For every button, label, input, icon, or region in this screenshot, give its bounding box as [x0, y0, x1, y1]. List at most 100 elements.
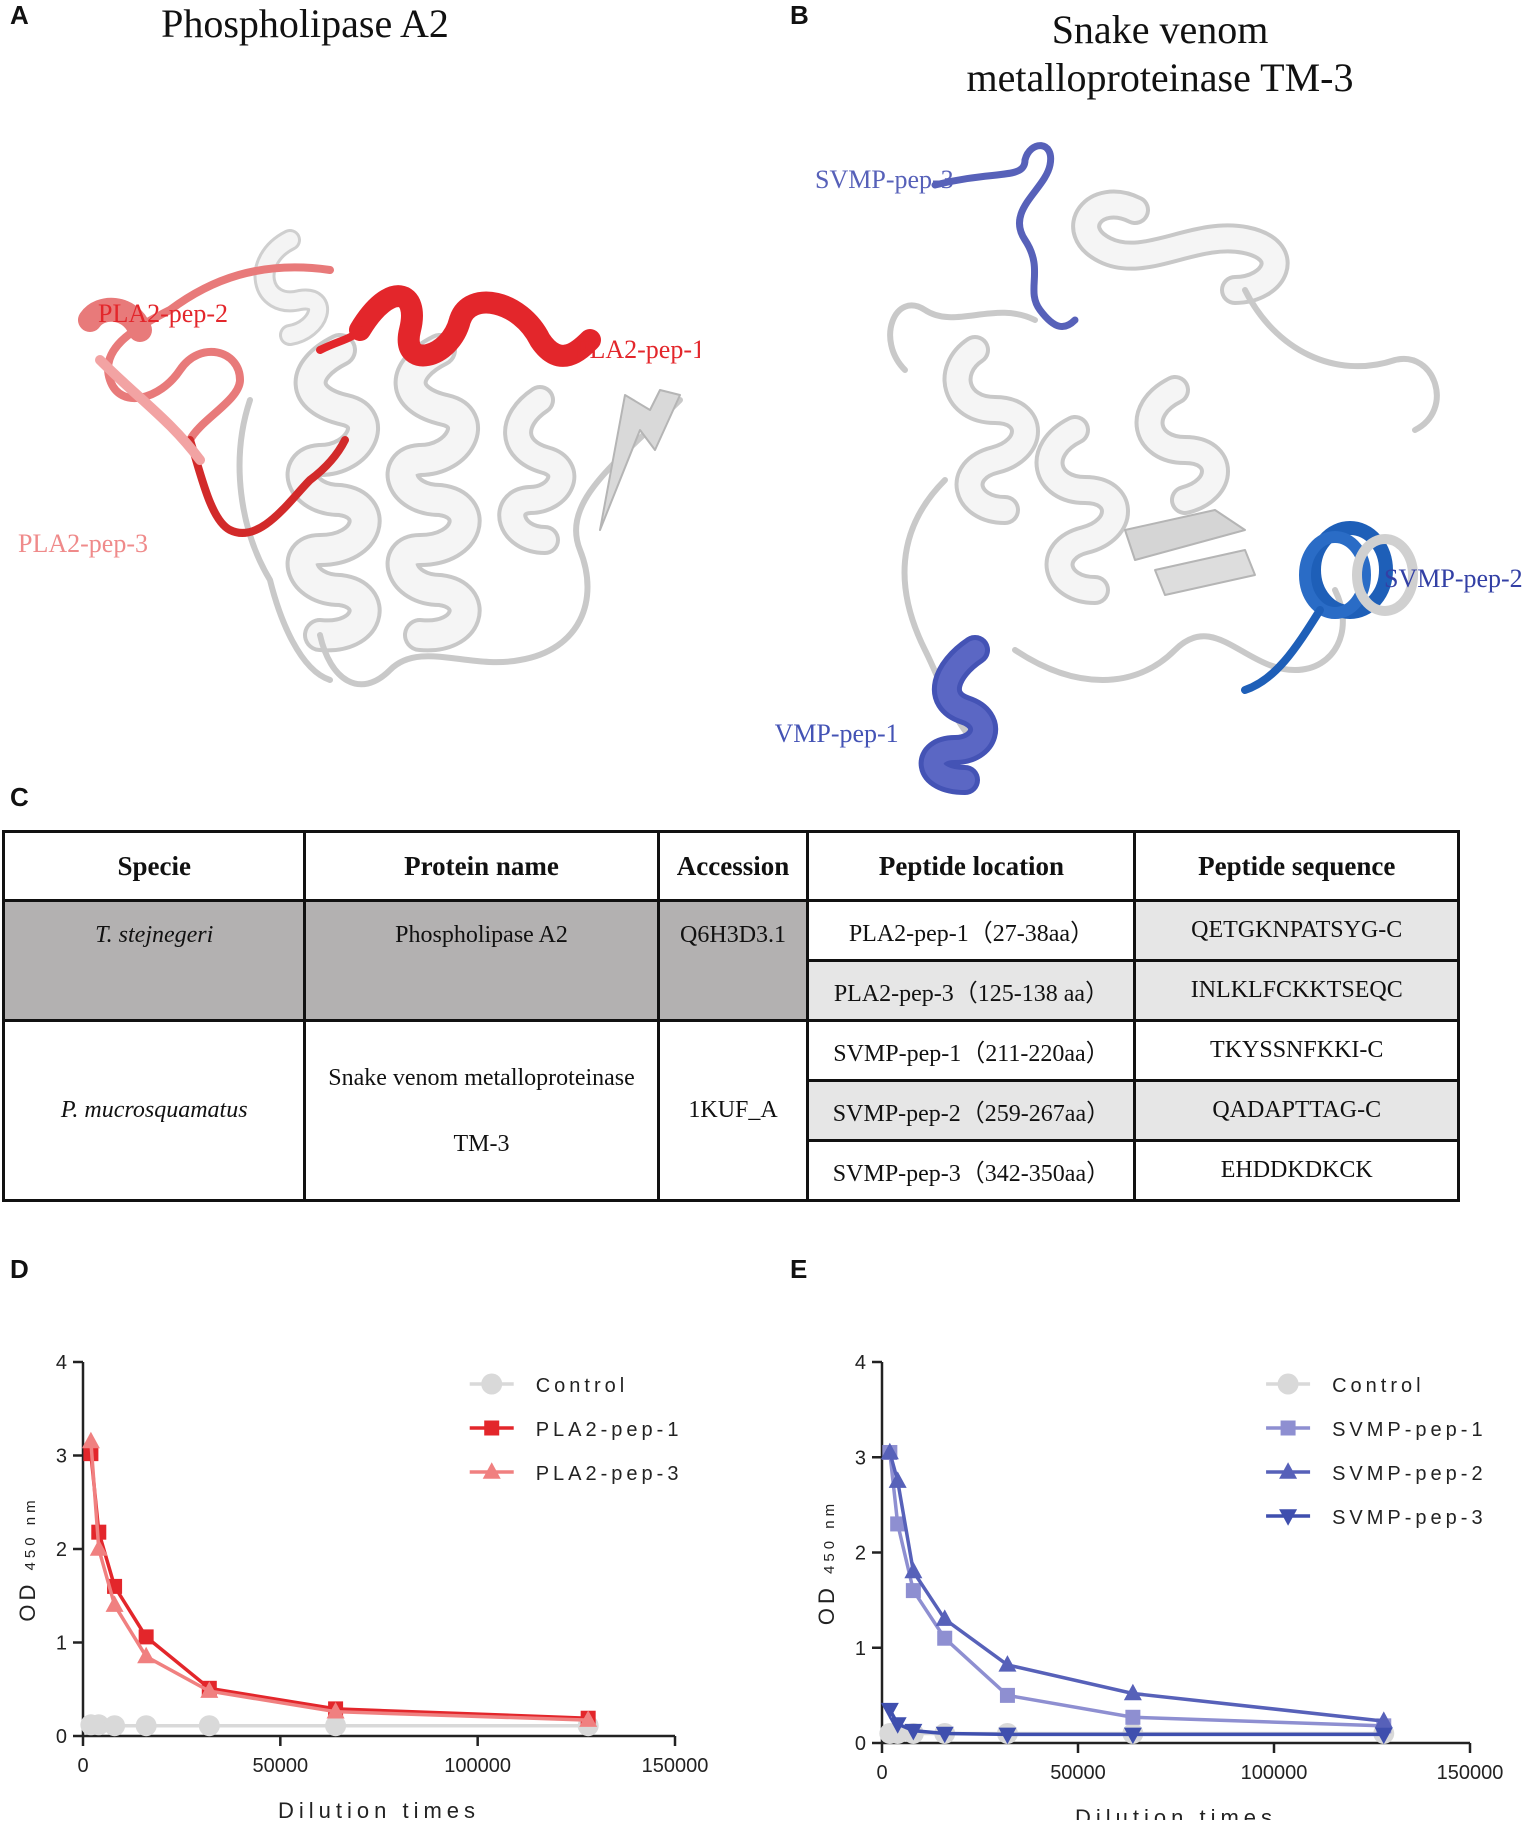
data-point [880, 1442, 899, 1460]
table-row: SVMP-pep-3（342-350aa） EHDDKDKCK [4, 1139, 1460, 1202]
data-point [326, 1701, 345, 1719]
data-point [888, 1471, 907, 1488]
y-tick-label: 3 [56, 1446, 67, 1468]
y-axis-label: OD 450 nm [814, 1500, 839, 1625]
header-peptide-location: Peptide location [806, 830, 1137, 902]
series-line [888, 1452, 1384, 1728]
y-tick-label: 4 [855, 1352, 866, 1374]
y-axis-label: OD 450 nm [15, 1496, 40, 1621]
legend-label: SVMP-pep-2 [1332, 1463, 1487, 1485]
chart-e: 0 1 2 3 4 0 50000 100000 150000 Dilution times OD … [814, 1352, 1504, 1820]
series-line [888, 1452, 1384, 1723]
series-line [89, 1441, 589, 1722]
data-point [88, 1714, 110, 1736]
legend-label: Control [1332, 1375, 1424, 1397]
legend-label: PLA2-pep-3 [536, 1463, 683, 1485]
data-point [890, 1516, 906, 1532]
legend-label: SVMP-pep-3 [1332, 1507, 1487, 1529]
x-tick-label: 100000 [1241, 1762, 1308, 1784]
sequence-cell: INLKLFCKKTSEQC [1133, 959, 1460, 1022]
x-axis-label: Dilution times [278, 1798, 480, 1820]
y-tick-label: 2 [855, 1543, 866, 1565]
series-SVMP-pep-3 [880, 1702, 1393, 1745]
species-cell: T. stejnegeri [1, 899, 307, 1022]
panel-letter-c: C [10, 782, 29, 812]
svmp-pep-3-label: SVMP-pep-3 [815, 165, 954, 194]
x-tick-label: 0 [876, 1762, 887, 1784]
sequence-cell: QETGKNPATSYG-C [1133, 899, 1460, 962]
legend-label: PLA2-pep-1 [536, 1419, 683, 1441]
y-tick-label: 1 [855, 1638, 866, 1660]
data-point [888, 1717, 907, 1734]
data-point [937, 1630, 953, 1646]
panel-letter-e: E [790, 1254, 808, 1284]
x-tick-label: 150000 [642, 1755, 709, 1777]
sequence-cell: QADAPTTAG-C [1133, 1079, 1460, 1142]
data-point [81, 1431, 100, 1449]
chart-d: 0 1 2 3 4 0 50000 100000 150000 Dilution times OD … [15, 1352, 709, 1820]
location-cell: PLA2-pep-3（125-138 aa） [806, 959, 1137, 1022]
table-row: P. mucrosquamatus Snake venom metallopro… [1, 1019, 1460, 1202]
header-accession: Accession [656, 830, 810, 902]
series-SVMP-pep-1 [882, 1444, 1392, 1734]
series-line [89, 1453, 589, 1720]
legend-marker [1279, 1462, 1298, 1479]
legend-marker [484, 1420, 500, 1436]
protein-line2: TM-3 [453, 1130, 510, 1157]
legend-marker [1280, 1420, 1296, 1436]
svmp-pep-1-label: SVMP-pep-1 [775, 719, 899, 748]
protein-cell: Phospholipase A2 [303, 899, 660, 1022]
legend-marker [482, 1462, 501, 1479]
y-tick-label: 1 [56, 1633, 67, 1655]
data-point [1374, 1727, 1393, 1745]
location-cell: PLA2-pep-1（27-38aa） [806, 899, 1137, 962]
location-cell: SVMP-pep-1（211-220aa） [806, 1019, 1137, 1082]
data-point [935, 1726, 954, 1744]
data-point [135, 1715, 157, 1737]
location-cell: SVMP-pep-3（342-350aa） [806, 1139, 1137, 1202]
structure-b-title-line2: metalloproteinase TM-3 [966, 55, 1354, 100]
header-peptide-sequence: Peptide sequence [1133, 830, 1460, 902]
pla2-pep-2-label: PLA2-pep-2 [98, 299, 228, 328]
protein-line1: Snake venom metalloproteinase [328, 1064, 635, 1091]
x-tick-label: 0 [77, 1755, 88, 1777]
data-point [998, 1727, 1017, 1745]
protein-cell: Snake venom metalloproteinase TM-3 [303, 1019, 660, 1202]
data-point [905, 1583, 921, 1599]
panel-letter-a: A [10, 0, 29, 30]
y-tick-label: 3 [855, 1447, 866, 1469]
accession-cell: Q6H3D3.1 [656, 899, 810, 1022]
svmp-structure-image: SVMP-pep-3 SVMP-pep-2 SVMP-pep-1 [775, 142, 1523, 795]
legend-label: Control [536, 1375, 628, 1397]
data-point [904, 1723, 923, 1741]
data-point [935, 1609, 954, 1626]
x-tick-label: 150000 [1437, 1762, 1504, 1784]
table-row: SVMP-pep-2（259-267aa） QADAPTTAG-C [4, 1079, 1460, 1142]
x-tick-label: 100000 [444, 1755, 511, 1777]
data-point [880, 1702, 899, 1720]
svmp-pep-2-label: SVMP-pep-2 [1384, 564, 1523, 593]
data-point [1374, 1711, 1393, 1728]
series-PLA2-pep-3 [81, 1431, 598, 1727]
legend-marker [1279, 1509, 1298, 1526]
data-point [104, 1715, 126, 1737]
series-Control [80, 1714, 599, 1737]
sequence-cell: EHDDKDKCK [1133, 1139, 1460, 1202]
data-point [89, 1539, 108, 1556]
data-point [138, 1629, 154, 1645]
x-axis-label: Dilution times [1075, 1805, 1277, 1820]
panel-letter-d: D [10, 1254, 29, 1284]
data-point [1123, 1727, 1142, 1745]
structure-a-title: Phospholipase A2 [161, 1, 449, 46]
accession-cell: 1KUF_A [656, 1019, 810, 1202]
pla2-structure-image: PLA2-pep-2 PLA2-pep-1 PLA2-pep-3 [18, 229, 700, 688]
data-point [198, 1715, 220, 1737]
data-point [998, 1655, 1017, 1672]
legend-label: SVMP-pep-1 [1332, 1419, 1487, 1441]
structure-b-title: Snake venom metalloproteinase TM-3 [900, 6, 1420, 102]
sequence-cell: TKYSSNFKKI-C [1133, 1019, 1460, 1082]
location-cell: SVMP-pep-2（259-267aa） [806, 1079, 1137, 1142]
species-cell: P. mucrosquamatus [1, 1019, 307, 1202]
series-PLA2-pep-1 [83, 1446, 596, 1726]
y-tick-label: 4 [56, 1352, 67, 1374]
